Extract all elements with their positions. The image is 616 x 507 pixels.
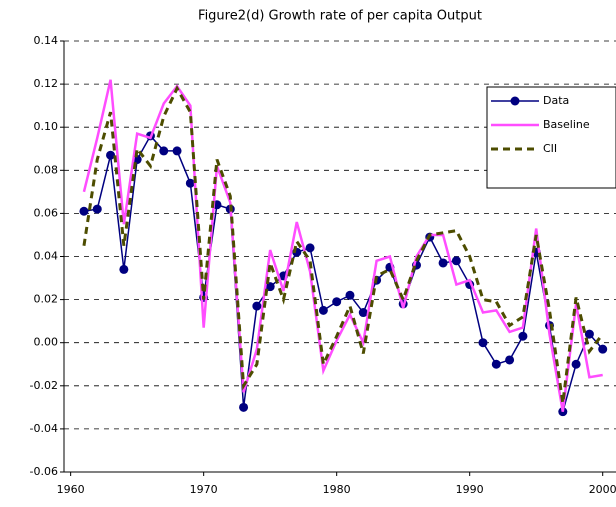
x-tick-label: 2000: [589, 483, 616, 496]
y-tick-label: 0.00: [34, 336, 59, 349]
data-point: [451, 256, 461, 266]
data-point: [106, 150, 116, 160]
x-tick-label: 1980: [323, 483, 351, 496]
data-point: [332, 297, 342, 307]
data-point: [571, 359, 581, 369]
data-point: [478, 338, 488, 348]
x-tick-label: 1970: [190, 483, 218, 496]
data-point: [79, 206, 89, 216]
data-point: [318, 305, 328, 315]
y-tick-label: 0.10: [34, 120, 59, 133]
y-tick-label: 0.02: [34, 293, 59, 306]
data-point: [598, 344, 608, 354]
y-tick-label: 0.12: [34, 77, 59, 90]
y-tick-label: -0.02: [30, 379, 58, 392]
series-line: [83, 134, 604, 412]
legend: Data Baseline CII: [486, 86, 616, 189]
data-point: [491, 359, 501, 369]
y-tick-label: 0.04: [34, 250, 59, 263]
data-point: [159, 146, 169, 156]
data-point: [239, 402, 249, 412]
data-point: [584, 329, 594, 339]
legend-box: [486, 86, 616, 189]
y-tick-label: -0.06: [30, 465, 58, 478]
y-tick-label: 0.06: [34, 206, 59, 219]
data-point: [505, 355, 515, 365]
legend-label: Data: [543, 94, 569, 107]
legend-label: Baseline: [543, 118, 590, 131]
series-line: [82, 85, 604, 404]
y-tick-label: 0.14: [34, 34, 59, 47]
data-point: [92, 204, 102, 214]
legend-marker: [510, 96, 520, 106]
y-tick-label: -0.04: [30, 422, 58, 435]
data-point: [185, 178, 195, 188]
x-tick-label: 1960: [57, 483, 85, 496]
series-line: [82, 79, 603, 412]
data-point: [252, 301, 262, 311]
data-point: [518, 331, 528, 341]
y-tick-label: 0.08: [34, 163, 59, 176]
data-point: [172, 146, 182, 156]
data-point: [438, 258, 448, 268]
data-point: [119, 264, 129, 274]
data-point: [305, 243, 315, 253]
legend-label: CII: [543, 142, 557, 155]
data-point: [265, 282, 275, 292]
data-point: [358, 308, 368, 318]
chart-title: Figure2(d) Growth rate of per capita Out…: [198, 9, 482, 24]
x-tick-label: 1990: [456, 483, 484, 496]
data-point: [345, 290, 355, 300]
